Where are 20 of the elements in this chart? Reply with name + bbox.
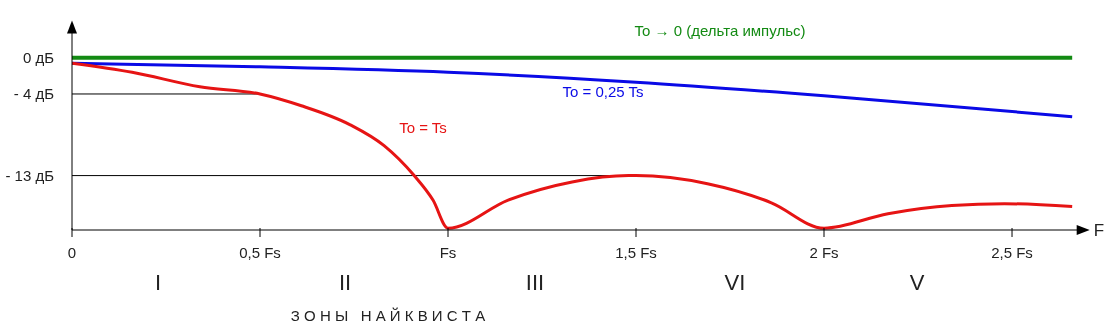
x-tick-label: 2,5 Fs bbox=[991, 244, 1033, 261]
text: II bbox=[338, 270, 352, 295]
series-label: To → 0 (дельта импульс) bbox=[634, 22, 806, 39]
x-axis-title: F bbox=[1093, 221, 1105, 240]
x-tick-label: 0 bbox=[67, 244, 77, 261]
x-tick-label: 2 Fs bbox=[809, 244, 839, 261]
x-tick-label: 1,5 Fs bbox=[615, 244, 657, 261]
text: З О Н Ы Н А Й К В И С Т А bbox=[290, 307, 486, 324]
series-label: To = Ts bbox=[399, 119, 447, 136]
x-tick-label: 0,5 Fs bbox=[239, 244, 281, 261]
text: III bbox=[525, 270, 545, 295]
x-tick-label: Fs bbox=[439, 244, 457, 261]
text: V bbox=[909, 270, 925, 295]
y-tick-label: - 13 дБ bbox=[5, 166, 55, 184]
y-tick-label: - 4 дБ bbox=[13, 84, 55, 102]
text: VI bbox=[724, 270, 746, 295]
y-tick-label: 0 дБ bbox=[22, 48, 55, 66]
series-label: To = 0,25 Ts bbox=[562, 83, 644, 100]
text: I bbox=[154, 270, 162, 295]
line-series bbox=[72, 61, 1074, 230]
